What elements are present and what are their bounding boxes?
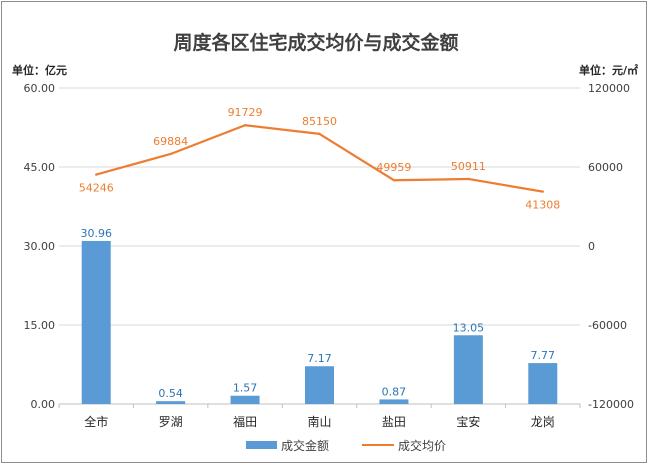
bar-data-label: 7.77: [531, 349, 556, 362]
category-label: 宝安: [456, 414, 480, 429]
bar: [528, 363, 558, 404]
bar-series: 30.96 0.54 1.57 7.17 0.87 13.05 7.77: [80, 227, 558, 404]
right-axis: -120000 -60000 0 60000 120000: [588, 82, 634, 411]
line-point: [318, 132, 321, 136]
chart-svg: 周度各区住宅成交均价与成交金额 单位：亿元 单位：元/㎡ 0.00 15.00 30…: [12, 31, 638, 453]
chart-title: 周度各区住宅成交均价与成交金额: [173, 31, 458, 54]
category-label: 盐田: [382, 415, 406, 429]
right-tick-label: 120000: [588, 82, 630, 95]
line-point: [467, 177, 470, 181]
bar-data-label: 0.54: [158, 387, 183, 400]
legend-label-line: 成交均价: [398, 438, 446, 453]
bar-data-label: 30.96: [80, 227, 112, 240]
line-data-label: 41308: [525, 199, 560, 212]
right-tick-label: 0: [588, 240, 595, 253]
bar: [230, 395, 260, 404]
left-tick-label: 60.00: [24, 82, 56, 95]
category-label: 南山: [307, 414, 331, 429]
line-data-label: 85150: [302, 115, 337, 128]
category-label: 福田: [233, 414, 257, 429]
gridlines: [59, 87, 580, 405]
line-data-label: 91729: [228, 106, 263, 119]
category-label: 全市: [84, 414, 108, 429]
legend-label-bar: 成交金额: [281, 438, 329, 453]
left-tick-label: 30.00: [24, 240, 56, 253]
right-tick-label: -120000: [588, 398, 634, 411]
right-tick-label: 60000: [588, 161, 623, 174]
right-axis-unit: 单位：元/㎡: [579, 63, 638, 77]
right-tick-label: -60000: [588, 319, 627, 332]
left-tick-label: 15.00: [24, 319, 56, 332]
line-series: 54246 69884 91729 85150 49959 50911 41308: [79, 106, 561, 211]
bar: [305, 366, 334, 404]
bar-data-label: 7.17: [307, 352, 332, 365]
bar: [379, 399, 409, 404]
line-point: [392, 179, 396, 182]
legend: 成交金额 成交均价: [246, 438, 446, 453]
legend-swatch-bar: [246, 441, 277, 449]
line-point: [95, 173, 98, 176]
bar-data-label: 13.05: [453, 321, 485, 334]
line-data-label: 50911: [451, 160, 486, 173]
line-point: [169, 152, 172, 156]
line-data-label: 49959: [376, 161, 411, 174]
bar-data-label: 0.87: [382, 385, 407, 398]
bar-data-label: 1.57: [233, 382, 258, 395]
bar: [156, 401, 186, 404]
line-data-label: 69884: [153, 135, 188, 148]
bar: [453, 335, 483, 404]
left-tick-label: 0.00: [31, 398, 56, 411]
x-axis: 全市 罗湖 福田 南山 盐田 宝安 龙岗: [58, 404, 581, 429]
category-label: 罗湖: [159, 414, 183, 429]
left-axis-unit: 单位：亿元: [12, 63, 67, 77]
line-point: [541, 190, 544, 193]
category-label: 龙岗: [531, 415, 555, 429]
line-data-label: 54246: [79, 182, 114, 195]
line-point: [243, 124, 247, 127]
left-tick-label: 45.00: [24, 161, 56, 174]
bar: [81, 240, 111, 404]
left-axis: 0.00 15.00 30.00 45.00 60.00: [24, 82, 56, 411]
